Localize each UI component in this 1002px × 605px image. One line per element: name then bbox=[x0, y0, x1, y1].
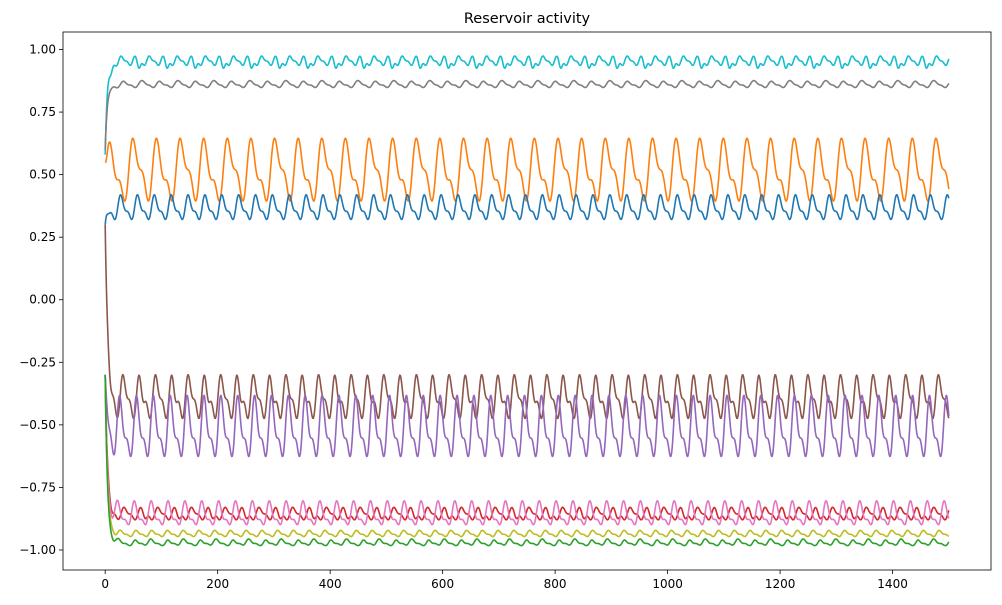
series-line-10 bbox=[104, 374, 950, 547]
axes-layer: 0 200 400 600 800 1000 1200 1400 1.00 0.75 0.50 0.2… bbox=[19, 31, 992, 591]
series-line-8 bbox=[104, 374, 950, 526]
series-line-4 bbox=[104, 194, 950, 225]
x-tick-label: 1400 bbox=[877, 577, 908, 591]
y-tick-label: −1.00 bbox=[19, 543, 56, 557]
y-tick-label: 1.00 bbox=[29, 43, 56, 57]
series-line-1 bbox=[104, 55, 950, 155]
x-tick-label: 0 bbox=[101, 577, 109, 591]
series-line-7 bbox=[104, 374, 950, 521]
y-tick-label: −0.50 bbox=[19, 418, 56, 432]
x-tick-label: 600 bbox=[431, 577, 454, 591]
x-tick-label: 1200 bbox=[765, 577, 796, 591]
y-tick-label: 0.25 bbox=[29, 230, 56, 244]
x-tick-label: 400 bbox=[319, 577, 342, 591]
series-line-3 bbox=[104, 137, 950, 202]
series-line-6 bbox=[104, 374, 950, 458]
x-tick-label: 800 bbox=[544, 577, 567, 591]
series-line-9 bbox=[104, 374, 950, 538]
series-line-2 bbox=[104, 79, 950, 150]
series-layer bbox=[104, 55, 950, 547]
x-tick-label: 1000 bbox=[652, 577, 683, 591]
y-tick-label: 0.50 bbox=[29, 168, 56, 182]
x-tick-label: 200 bbox=[206, 577, 229, 591]
y-tick-label: 0.75 bbox=[29, 105, 56, 119]
y-tick-label: −0.25 bbox=[19, 355, 56, 369]
plot-frame bbox=[62, 31, 992, 571]
y-tick-label: −0.75 bbox=[19, 480, 56, 494]
chart-title: Reservoir activity bbox=[464, 11, 591, 27]
y-tick-label: 0.00 bbox=[29, 293, 56, 307]
series-line-5 bbox=[104, 224, 950, 420]
